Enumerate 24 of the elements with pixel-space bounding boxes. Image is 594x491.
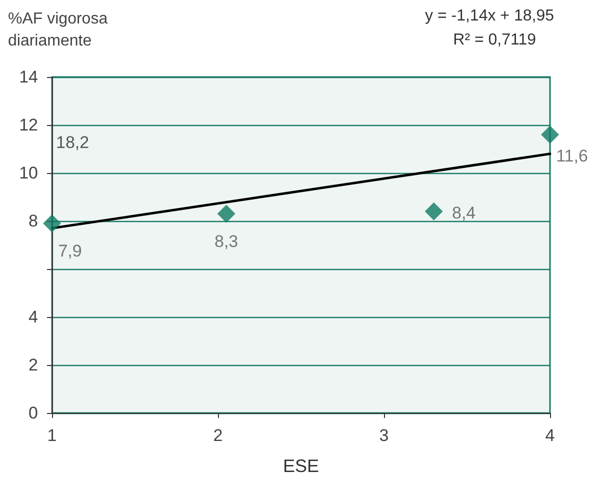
y-tick-label: 10: [19, 164, 38, 182]
y-tick-label: 8: [28, 212, 38, 230]
data-label: 11,6: [556, 146, 588, 166]
data-label: 7,9: [58, 241, 82, 260]
y-tick-label: 12: [19, 116, 38, 134]
point: [217, 204, 236, 223]
x-tick-label: 3: [379, 426, 389, 445]
annotation: 18,2: [56, 133, 90, 152]
x-tick-label: 4: [545, 426, 555, 445]
point: [424, 202, 443, 220]
point: [43, 214, 61, 232]
x-tick-label: 2: [213, 426, 223, 445]
point: [541, 126, 559, 144]
x-axis-title: ESE: [282, 456, 320, 476]
data-label: 8,3: [214, 232, 238, 251]
data-label: 8,4: [452, 203, 476, 222]
x-tick-label: 1: [47, 426, 57, 445]
y-tick-label: 2: [28, 356, 38, 374]
text: y = -1,14x + 18,95: [425, 8, 554, 24]
y-tick-label: 4: [28, 308, 38, 326]
y-tick-label: 14: [19, 68, 38, 86]
text: R² = 0,7119: [453, 32, 536, 48]
y-tick-label: 0: [28, 404, 38, 422]
y-axis-title: %AF vigorosa diariamente: [8, 10, 112, 50]
